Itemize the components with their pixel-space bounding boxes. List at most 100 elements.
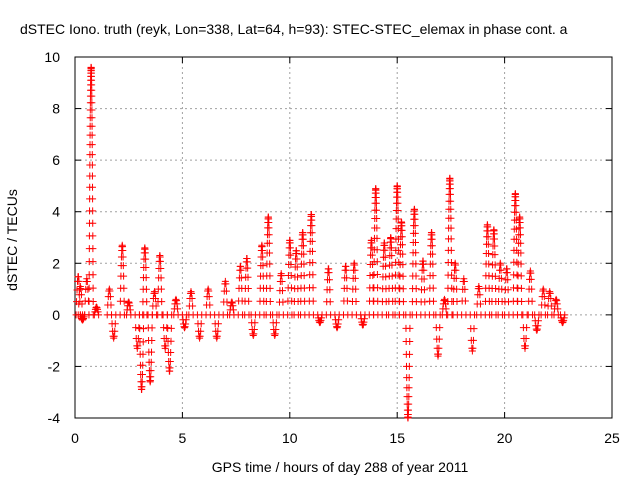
data-point: [172, 295, 180, 303]
data-point: [420, 286, 428, 294]
data-point: [229, 302, 237, 310]
data-point: [412, 249, 420, 257]
data-point: [429, 284, 437, 292]
data-point: [560, 314, 568, 322]
axis-ticks: 0 5 10 15 20 25 -4 -2 0 2 4 6 8 10: [44, 49, 620, 446]
data-point: [517, 272, 525, 280]
data-point: [88, 114, 96, 122]
data-point: [333, 324, 341, 332]
data-point: [229, 306, 237, 314]
data-point: [182, 316, 190, 324]
data-point: [368, 251, 376, 259]
data-point: [148, 337, 156, 345]
data-point: [89, 232, 97, 240]
data-point: [308, 222, 316, 230]
data-point: [405, 384, 413, 392]
data-point: [359, 321, 367, 329]
data-point: [411, 215, 419, 223]
data-point: [167, 324, 175, 332]
data-point: [107, 301, 115, 309]
plot-frame: [74, 56, 613, 419]
x-tick-label: 25: [604, 430, 620, 446]
data-point: [484, 240, 492, 248]
data-point: [316, 318, 324, 326]
data-point: [469, 344, 477, 352]
data-point: [309, 259, 317, 267]
data-point: [135, 324, 143, 332]
data-point: [453, 285, 461, 293]
data-point: [309, 284, 317, 292]
data-point: [271, 331, 279, 339]
data-point: [372, 199, 380, 207]
data-point: [533, 325, 541, 333]
data-point: [460, 278, 468, 286]
data-point: [78, 300, 86, 308]
data-point: [265, 231, 273, 239]
data-point: [381, 253, 389, 261]
data-point: [88, 172, 96, 180]
data-point: [120, 284, 128, 292]
data-point: [299, 235, 307, 243]
data-point: [279, 298, 287, 306]
data-point: [89, 245, 97, 253]
data-point: [552, 295, 560, 303]
data-point: [173, 300, 181, 308]
data-point: [299, 242, 307, 250]
data-point: [434, 350, 442, 358]
data-point: [286, 244, 294, 252]
data-point: [196, 334, 204, 342]
data-point: [237, 274, 245, 282]
data-point: [106, 287, 114, 295]
data-point: [89, 284, 97, 292]
data-point: [88, 86, 96, 94]
data-point: [387, 244, 395, 252]
data-point: [251, 319, 259, 327]
data-point: [421, 298, 429, 306]
data-point: [88, 122, 96, 130]
x-axis-label: GPS time / hours of day 288 of year 2011: [212, 459, 469, 475]
data-point: [147, 373, 155, 381]
data-point: [517, 284, 525, 292]
data-point: [343, 274, 351, 282]
data-point: [352, 298, 360, 306]
data-point: [513, 271, 521, 279]
data-point: [540, 287, 548, 295]
data-point: [89, 207, 97, 215]
data-point: [120, 297, 128, 305]
data-point: [516, 224, 524, 232]
data-point: [148, 324, 156, 332]
data-point: [278, 287, 286, 295]
y-tick-label: 2: [52, 255, 60, 271]
data-point: [308, 247, 316, 255]
data-point: [429, 297, 437, 305]
data-point: [406, 324, 414, 332]
data-point: [181, 324, 189, 332]
data-point: [373, 271, 381, 279]
data-point: [134, 342, 142, 350]
data-point: [461, 285, 469, 293]
data-point: [504, 286, 512, 294]
data-point: [446, 190, 454, 198]
data-point: [308, 229, 316, 237]
y-tick-label: 4: [52, 204, 60, 220]
data-point: [512, 208, 520, 216]
data-point: [429, 260, 437, 268]
data-point: [278, 277, 286, 285]
data-point: [300, 260, 308, 268]
data-point: [139, 338, 147, 346]
x-tick-label: 5: [179, 430, 187, 446]
data-point: [309, 297, 317, 305]
data-point: [89, 258, 97, 266]
data-point: [404, 406, 412, 414]
data-point: [88, 131, 96, 139]
data-point: [119, 262, 127, 270]
data-point: [266, 272, 274, 280]
data-point: [88, 141, 96, 149]
data-point: [398, 241, 406, 249]
y-tick-label: 6: [52, 152, 60, 168]
data-point: [381, 262, 389, 270]
data-point: [475, 285, 483, 293]
data-point: [335, 316, 343, 324]
data-point: [300, 272, 308, 280]
data-point: [111, 327, 119, 335]
